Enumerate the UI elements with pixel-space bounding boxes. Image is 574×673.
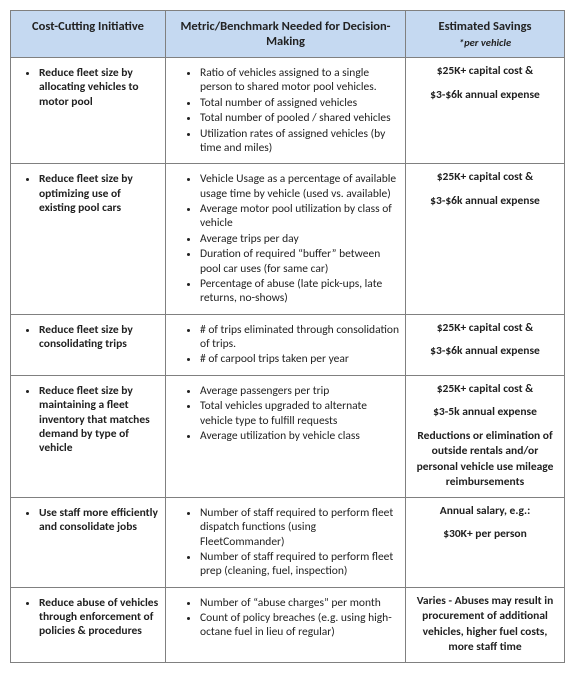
savings-cell: $25K+ capital cost & $3-5k annual expense… bbox=[406, 375, 565, 497]
savings-line: Varies - Abuses may result in procuremen… bbox=[412, 594, 558, 656]
initiative-text: Use staff more efficiently and consolida… bbox=[39, 506, 159, 535]
metrics-cell: Number of “abuse charges” per monthCount… bbox=[166, 587, 406, 662]
cost-cutting-table: Cost-Cutting Initiative Metric/Benchmark… bbox=[10, 10, 565, 663]
metrics-cell: Vehicle Usage as a percentage of availab… bbox=[166, 164, 406, 314]
savings-line: $3-$6k annual expense bbox=[412, 88, 558, 104]
savings-line: $25K+ capital cost & bbox=[412, 321, 558, 337]
metric-item: Average passengers per trip bbox=[200, 384, 399, 398]
initiative-text: Reduce fleet size by consolidating trips bbox=[39, 323, 159, 352]
header-metric: Metric/Benchmark Needed for Decision-Mak… bbox=[166, 11, 406, 58]
table-row: Reduce fleet size by consolidating trips… bbox=[11, 314, 565, 375]
initiative-cell: Reduce fleet size by consolidating trips bbox=[11, 314, 166, 375]
metrics-cell: # of trips eliminated through consolidat… bbox=[166, 314, 406, 375]
initiative-text: Reduce abuse of vehicles through enforce… bbox=[39, 596, 159, 639]
metric-item: Total number of assigned vehicles bbox=[200, 96, 399, 110]
metrics-cell: Ratio of vehicles assigned to a single p… bbox=[166, 58, 406, 164]
savings-cell: $25K+ capital cost & $3-$6k annual expens… bbox=[406, 164, 565, 314]
header-initiative: Cost-Cutting Initiative bbox=[11, 11, 166, 58]
initiative-cell: Reduce fleet size by maintaining a fleet… bbox=[11, 375, 166, 497]
table-row: Reduce fleet size by maintaining a fleet… bbox=[11, 375, 565, 497]
savings-line: $3-$6k annual expense bbox=[412, 194, 558, 210]
savings-line: $30K+ per person bbox=[412, 527, 558, 543]
savings-line: $3-$6k annual expense bbox=[412, 344, 558, 360]
metric-item: Average motor pool utilization by class … bbox=[200, 202, 399, 231]
savings-line: $25K+ capital cost & bbox=[412, 382, 558, 398]
savings-line: $25K+ capital cost & bbox=[412, 170, 558, 186]
metric-item: Average trips per day bbox=[200, 232, 399, 246]
metric-item: Ratio of vehicles assigned to a single p… bbox=[200, 66, 399, 95]
savings-line: $3-5k annual expense bbox=[412, 405, 558, 421]
table-row: Reduce fleet size by allocating vehicles… bbox=[11, 58, 565, 164]
metrics-cell: Average passengers per tripTotal vehicle… bbox=[166, 375, 406, 497]
metric-item: Average utilization by vehicle class bbox=[200, 429, 399, 443]
table-row: Reduce fleet size by optimizing use of e… bbox=[11, 164, 565, 314]
initiative-cell: Reduce fleet size by allocating vehicles… bbox=[11, 58, 166, 164]
metric-item: Percentage of abuse (late pick-ups, late… bbox=[200, 277, 399, 306]
header-row: Cost-Cutting Initiative Metric/Benchmark… bbox=[11, 11, 565, 58]
metric-item: Utilization rates of assigned vehicles (… bbox=[200, 127, 399, 156]
metric-item: Vehicle Usage as a percentage of availab… bbox=[200, 172, 399, 201]
metric-item: Number of “abuse charges” per month bbox=[200, 596, 399, 610]
header-savings-main: Estimated Savings bbox=[439, 19, 532, 34]
initiative-cell: Use staff more efficiently and consolida… bbox=[11, 497, 166, 587]
metric-item: Total vehicles upgraded to alternate veh… bbox=[200, 399, 399, 428]
initiative-cell: Reduce abuse of vehicles through enforce… bbox=[11, 587, 166, 662]
savings-line: Reductions or elimination of outside ren… bbox=[412, 429, 558, 491]
initiative-text: Reduce fleet size by optimizing use of e… bbox=[39, 172, 159, 215]
header-savings-sub: *per vehicle bbox=[410, 36, 560, 49]
savings-cell: Varies - Abuses may result in procuremen… bbox=[406, 587, 565, 662]
table-row: Use staff more efficiently and consolida… bbox=[11, 497, 565, 587]
initiative-cell: Reduce fleet size by optimizing use of e… bbox=[11, 164, 166, 314]
metric-item: # of trips eliminated through consolidat… bbox=[200, 323, 399, 352]
initiative-text: Reduce fleet size by allocating vehicles… bbox=[39, 66, 159, 109]
savings-cell: Annual salary, e.g.: $30K+ per person bbox=[406, 497, 565, 587]
table-row: Reduce abuse of vehicles through enforce… bbox=[11, 587, 565, 662]
metric-item: Count of policy breaches (e.g. using hig… bbox=[200, 611, 399, 640]
metric-item: Total number of pooled / shared vehicles bbox=[200, 111, 399, 125]
metric-item: Duration of required “buffer” between po… bbox=[200, 247, 399, 276]
metric-item: Number of staff required to perform flee… bbox=[200, 506, 399, 549]
metrics-cell: Number of staff required to perform flee… bbox=[166, 497, 406, 587]
header-savings: Estimated Savings *per vehicle bbox=[406, 11, 565, 58]
metric-item: Number of staff required to perform flee… bbox=[200, 550, 399, 579]
savings-line: Annual salary, e.g.: bbox=[412, 504, 558, 520]
savings-cell: $25K+ capital cost & $3-$6k annual expens… bbox=[406, 58, 565, 164]
metric-item: # of carpool trips taken per year bbox=[200, 352, 399, 366]
savings-line: $25K+ capital cost & bbox=[412, 64, 558, 80]
initiative-text: Reduce fleet size by maintaining a fleet… bbox=[39, 384, 159, 456]
savings-cell: $25K+ capital cost & $3-$6k annual expens… bbox=[406, 314, 565, 375]
